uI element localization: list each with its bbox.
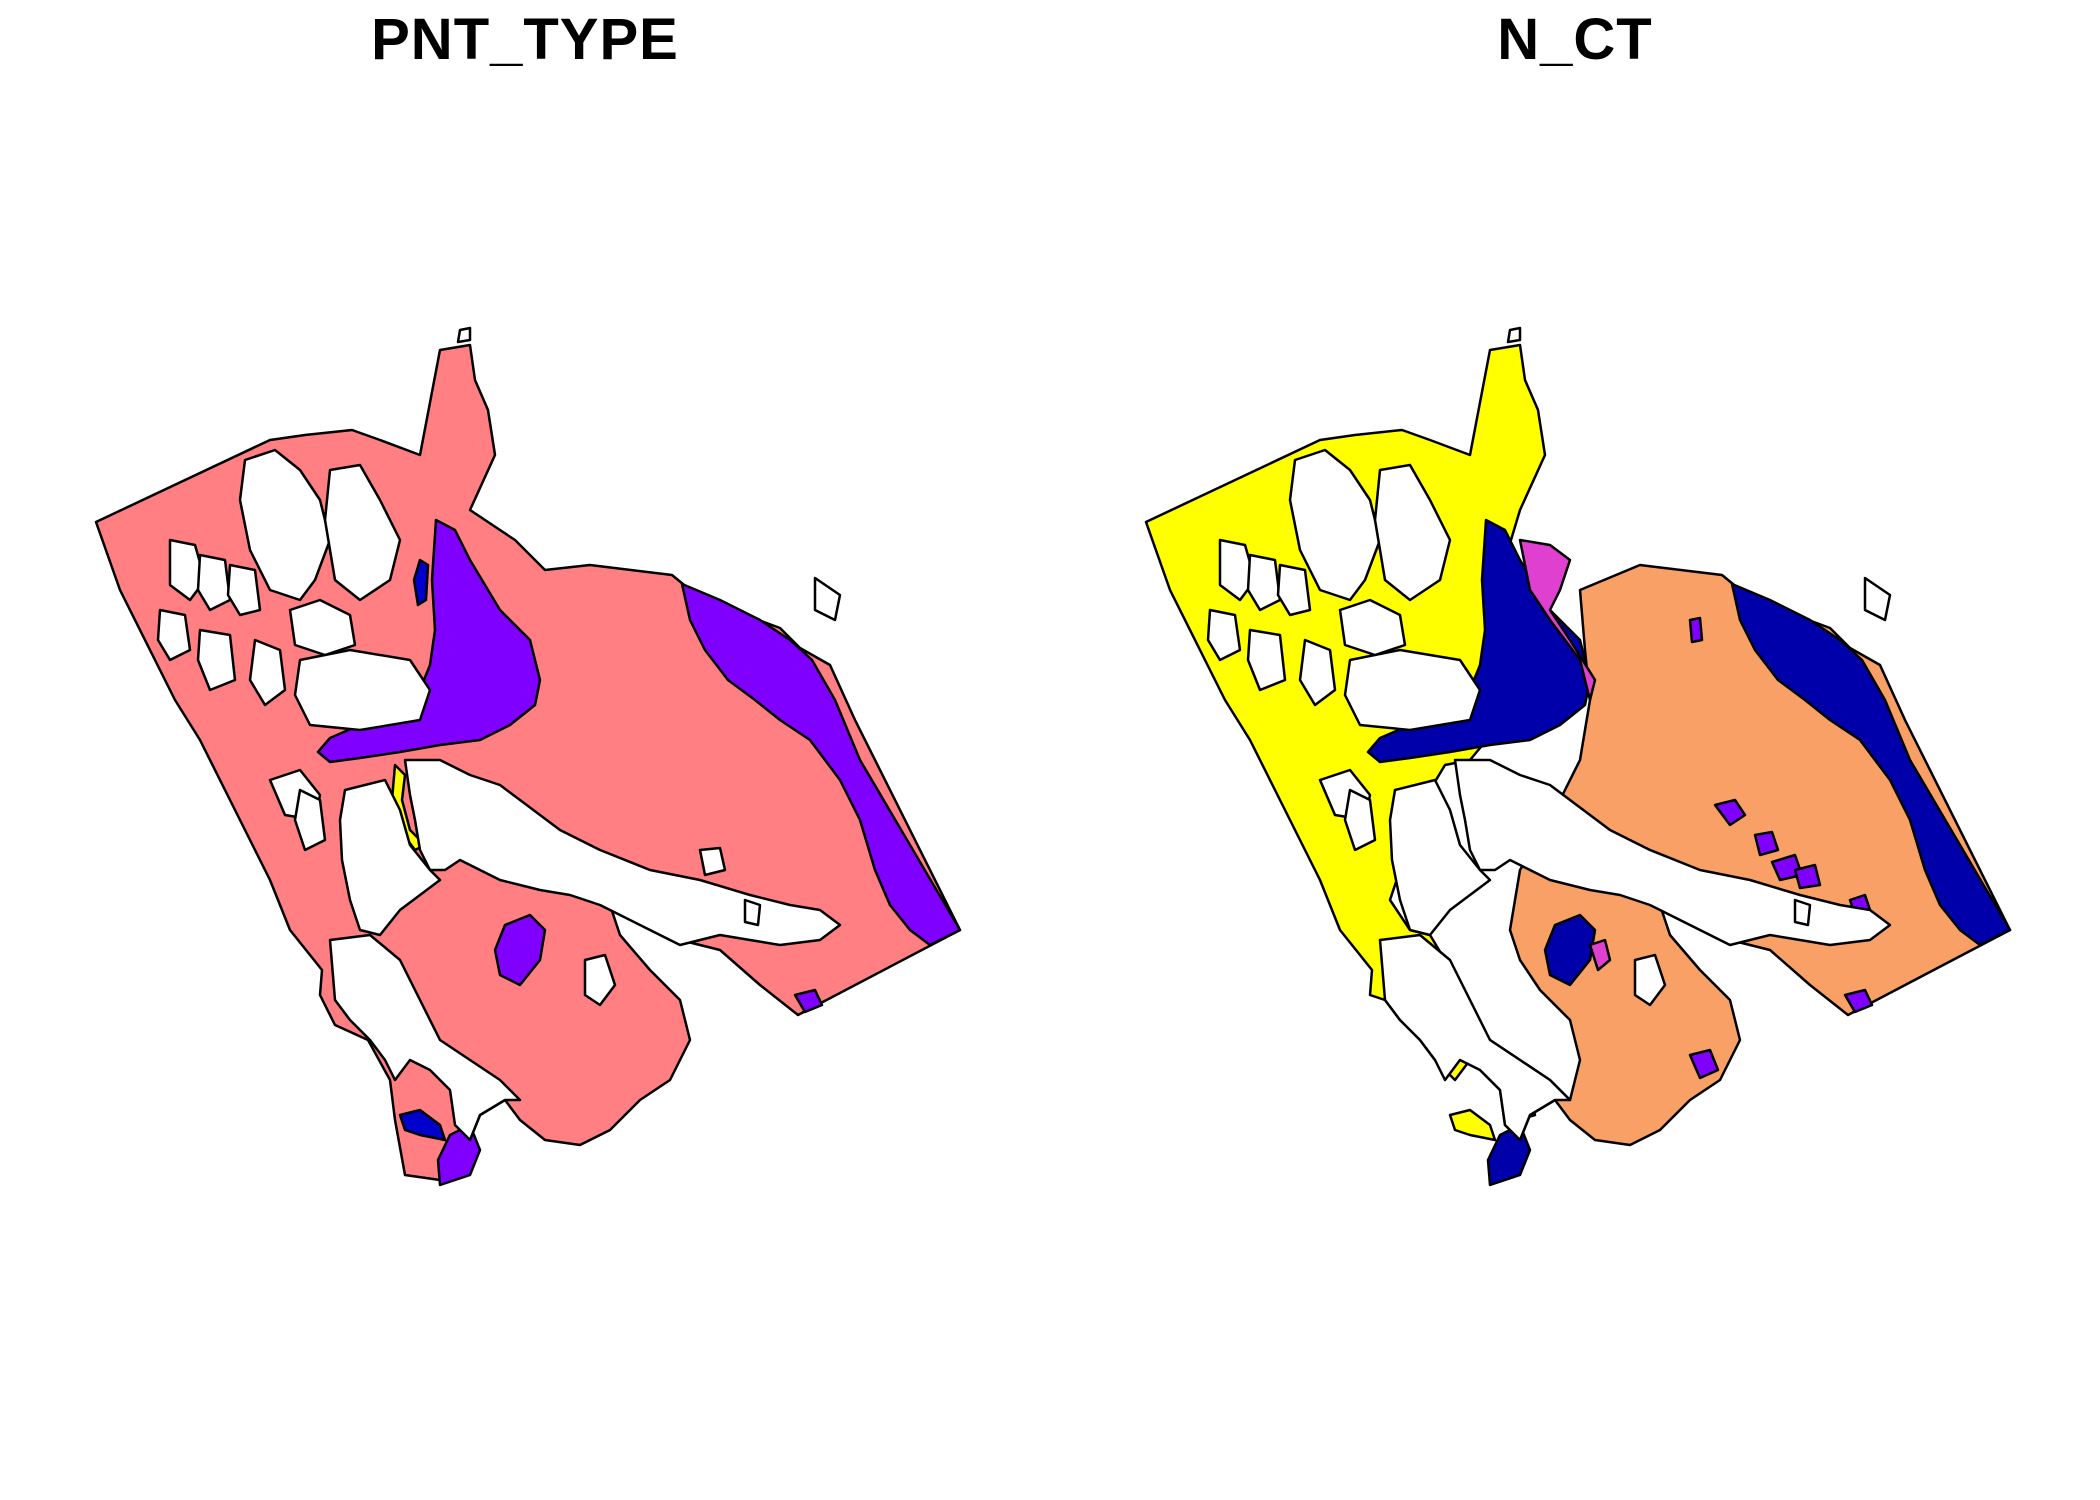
land-9 [1343, 648, 1482, 732]
land-6 [156, 608, 192, 662]
region-blue-1 [1543, 913, 1597, 987]
region-small-1 [493, 913, 547, 987]
land-8 [248, 638, 287, 707]
region-small-4 [1793, 863, 1822, 890]
region-pink [1518, 538, 1597, 702]
region-channel [316, 518, 542, 764]
region-small-2 [1753, 830, 1780, 857]
land-9 [293, 648, 432, 732]
land-4 [238, 448, 332, 602]
land-2 [196, 553, 232, 612]
map-panel-n-ct: N_CT [1050, 0, 2100, 1500]
land-16 [583, 953, 617, 1007]
land-5 [1373, 463, 1452, 602]
land-3 [1276, 563, 1312, 617]
map-canvas [1144, 326, 2012, 1187]
land-13 [338, 778, 442, 937]
land-13 [1388, 778, 1492, 937]
land-14 [1453, 758, 1892, 947]
map-title: N_CT [1497, 7, 1653, 72]
land-15 [1378, 933, 1572, 1142]
land-18 [698, 846, 727, 877]
land-17 [743, 898, 762, 927]
region-small-1 [1713, 798, 1747, 827]
region-east [680, 582, 962, 947]
land-10 [288, 598, 357, 657]
region-blue-1 [412, 558, 430, 607]
land-7 [1246, 628, 1287, 692]
land-6 [1206, 608, 1242, 662]
land-2 [1246, 553, 1282, 612]
land-10 [1338, 598, 1407, 657]
map-canvas [94, 326, 962, 1187]
land-17 [1793, 898, 1812, 927]
land-5 [323, 463, 402, 602]
region-small-3 [793, 988, 824, 1014]
land-7 [196, 628, 237, 692]
land-12 [1343, 788, 1377, 852]
land-4 [1288, 448, 1382, 602]
region-small-6 [1688, 1048, 1720, 1080]
region-blue-2 [398, 1108, 447, 1142]
land-19 [1863, 576, 1892, 622]
map-panel-pnt-type: PNT_TYPE [94, 7, 962, 1187]
region-east [1730, 582, 2012, 947]
land-20 [1506, 326, 1522, 344]
region-yellow-2 [1448, 1108, 1497, 1142]
region-small-7 [1843, 988, 1874, 1014]
land-8 [1298, 638, 1337, 707]
land-3 [226, 563, 262, 617]
land-19 [813, 576, 842, 622]
land-16 [1633, 953, 1667, 1007]
land-20 [456, 326, 472, 344]
region-channel [1366, 518, 1592, 764]
land-12 [293, 788, 327, 852]
region-small-8 [1688, 616, 1704, 644]
region-pink-2 [1588, 938, 1612, 972]
map-title: PNT_TYPE [371, 7, 679, 72]
land-15 [328, 933, 522, 1142]
land-14 [403, 758, 842, 947]
